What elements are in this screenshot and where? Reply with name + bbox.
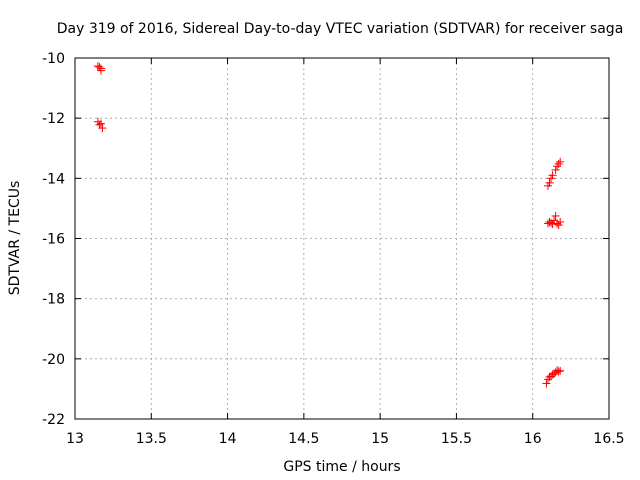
y-tick-label: -16 [42,232,65,248]
x-tick-label: 16 [524,431,542,447]
y-axis-label: SDTVAR / TECUs [7,181,23,296]
x-tick-label: 13.5 [136,431,167,447]
data-point [556,366,565,375]
data-point [548,171,557,180]
x-tick-label: 14 [219,431,237,447]
data-point [554,367,563,376]
data-point [551,165,560,174]
data-point [545,178,554,187]
x-tick-label: 15 [371,431,389,447]
y-tick-label: -10 [42,51,65,67]
x-tick-label: 15.5 [441,431,472,447]
y-tick-label: -20 [42,352,65,368]
data-point [556,217,565,226]
y-tick-label: -14 [42,171,65,187]
data-point [542,379,551,388]
data-points [93,62,565,388]
y-tick-label: -22 [42,412,65,428]
x-tick-label: 16.5 [593,431,624,447]
y-tick-label: -18 [42,292,65,308]
data-point [98,124,107,133]
x-tick-label: 14.5 [288,431,319,447]
x-axis-label: GPS time / hours [283,459,400,475]
data-point [96,66,105,75]
data-point [548,220,557,229]
y-tick-label: -12 [42,111,65,127]
grid-lines [75,58,609,419]
axis-ticks [74,57,610,420]
data-point [554,159,563,168]
data-point [95,63,104,72]
y-tick-labels: -22 -20 -18 -16 -14 -12 -10 [42,51,65,428]
data-point [556,157,565,166]
data-point [551,211,560,220]
x-tick-label: 13 [66,431,84,447]
x-tick-labels: 13 13.5 14 14.5 15 15.5 16 16.5 [66,431,625,447]
data-point [96,119,105,128]
chart-title: Day 319 of 2016, Sidereal Day-to-day VTE… [57,21,624,37]
